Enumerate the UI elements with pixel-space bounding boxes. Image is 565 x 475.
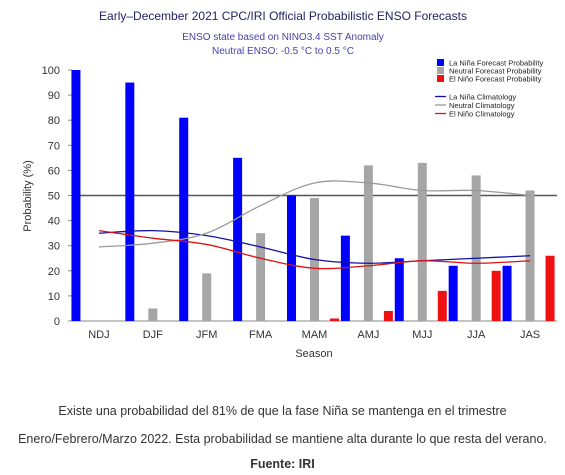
bar-el-nino-mjj — [437, 290, 447, 321]
y-tick-label: 80 — [48, 115, 60, 127]
y-tick-label: 60 — [48, 165, 60, 177]
bar-neutral-jas — [525, 190, 535, 321]
bar-la-nina-ndj — [71, 70, 81, 321]
y-tick-label: 90 — [48, 90, 60, 102]
x-tick-label: AMJ — [357, 329, 379, 341]
bar-neutral-fma — [256, 233, 266, 321]
x-tick-label: DJF — [143, 329, 163, 341]
bar-neutral-jja — [471, 175, 481, 321]
bar-neutral-djf — [148, 308, 158, 321]
bar-el-nino-amj — [383, 310, 393, 321]
x-tick-label: JAS — [520, 329, 540, 341]
chart-subtitle: Neutral ENSO: -0.5 °C to 0.5 °C — [212, 46, 354, 57]
x-axis-label: Season — [295, 348, 332, 360]
chart-title: Early–December 2021 CPC/IRI Official Pro… — [99, 9, 467, 23]
y-tick-label: 10 — [48, 291, 60, 303]
x-tick-label: JJA — [467, 329, 486, 341]
bar-la-nina-jja — [448, 265, 458, 321]
neutral-climatology-line — [98, 180, 531, 248]
legend-label: La Niña Climatology — [449, 93, 516, 102]
bar-neutral-mjj — [417, 162, 427, 321]
legend-swatch — [437, 67, 444, 74]
x-tick-label: FMA — [249, 329, 273, 341]
legend-label: El Niño Climatology — [449, 110, 515, 119]
bar-el-nino-jja — [491, 270, 501, 321]
legend-swatch — [437, 75, 444, 82]
y-axis-label: Probability (%) — [22, 160, 34, 232]
legend-swatch — [437, 59, 444, 66]
bar-neutral-jfm — [202, 273, 212, 321]
y-tick-label: 70 — [48, 140, 60, 152]
bar-la-nina-amj — [340, 235, 350, 321]
legend-label: El Niño Forecast Probability — [449, 75, 542, 84]
legend-label: Neutral Climatology — [449, 101, 515, 110]
bar-la-nina-fma — [233, 157, 243, 321]
y-tick-label: 40 — [48, 216, 60, 228]
x-tick-label: NDJ — [88, 329, 109, 341]
legend-label: Neutral Forecast Probability — [449, 67, 542, 76]
y-tick-label: 50 — [48, 191, 60, 203]
plot-area: 0 10 20 30 40 50 60 70 80 90 100 NDJ DJF JFM FMA MAM AMJ… — [42, 65, 557, 341]
bar-la-nina-mjj — [394, 258, 404, 321]
y-tick-label: 20 — [48, 266, 60, 278]
caption-line-2: Enero/Febrero/Marzo 2022. Esta probabili… — [18, 432, 547, 446]
bar-la-nina-jas — [502, 265, 512, 321]
enso-forecast-chart: Early–December 2021 CPC/IRI Official Pro… — [22, 9, 557, 360]
x-tick-label: MJJ — [412, 329, 432, 341]
la-nina-climatology-line — [98, 229, 531, 264]
x-tick-label: MAM — [302, 329, 328, 341]
x-tick-label: JFM — [196, 329, 217, 341]
bar-la-nina-mam — [287, 195, 296, 321]
el-nino-climatology-line — [98, 229, 531, 270]
bar-el-nino-jas — [545, 255, 555, 321]
bar-neutral-amj — [363, 165, 373, 321]
bar-la-nina-djf — [125, 82, 135, 321]
bar-la-nina-jfm — [179, 117, 189, 321]
y-tick-label: 0 — [54, 316, 60, 328]
bar-el-nino-mam — [330, 318, 339, 321]
caption-source: Fuente: IRI — [250, 457, 315, 471]
caption-line-1: Existe una probabilidad del 81% de que l… — [58, 404, 507, 418]
y-tick-label: 100 — [42, 65, 60, 77]
chart-subtitle: ENSO state based on NINO3.4 SST Anomaly — [182, 32, 384, 43]
y-tick-label: 30 — [48, 241, 60, 253]
legend-label: La Niña Forecast Probability — [449, 59, 543, 68]
